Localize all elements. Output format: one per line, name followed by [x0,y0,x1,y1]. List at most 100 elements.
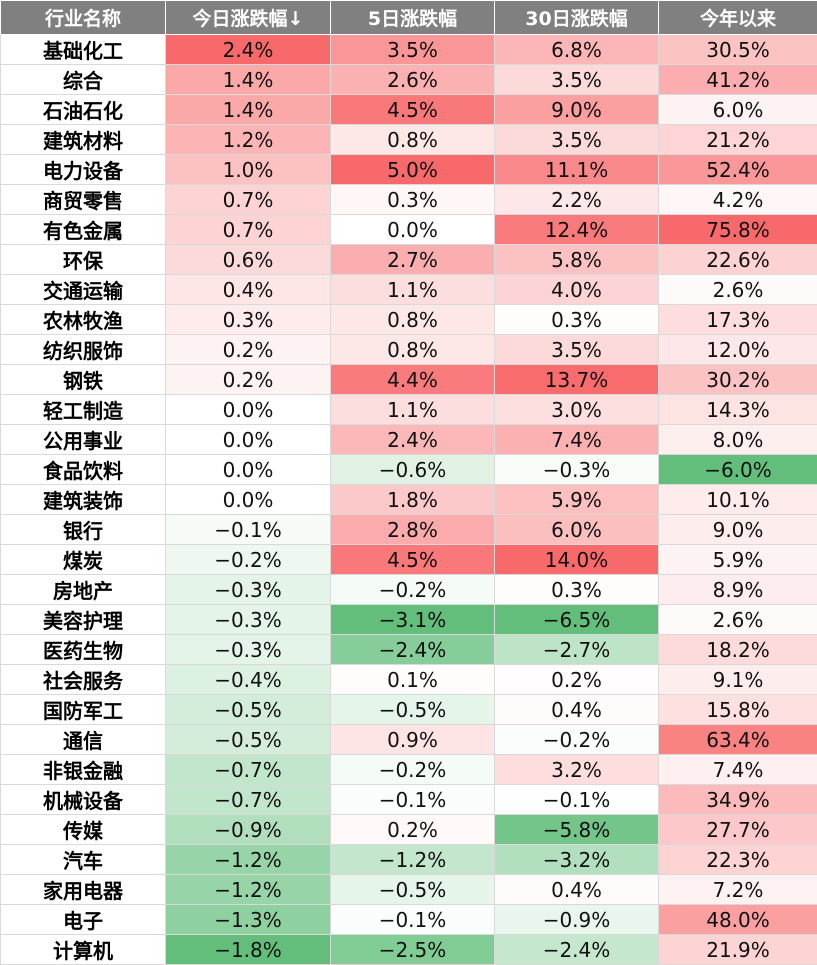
ytd-change-cell: 9.0% [659,515,817,545]
industry-name-cell: 传媒 [1,815,166,845]
5day-change-cell: 0.8% [331,305,495,335]
table-row: 通信−0.5%0.9%−0.2%63.4% [1,725,817,755]
ytd-change-cell: 27.7% [659,815,817,845]
industry-name-cell: 石油石化 [1,95,166,125]
30day-change-cell: −5.8% [495,815,659,845]
header-5day-change[interactable]: 5日涨跌幅 [331,1,495,35]
table-row: 家用电器−1.2%−0.5%0.4%7.2% [1,875,817,905]
ytd-change-cell: 4.2% [659,185,817,215]
ytd-change-cell: 2.6% [659,275,817,305]
industry-name-cell: 纺织服饰 [1,335,166,365]
30day-change-cell: 7.4% [495,425,659,455]
today-change-cell: −1.8% [166,935,331,965]
table-row: 美容护理−0.3%−3.1%−6.5%2.6% [1,605,817,635]
today-change-cell: 0.0% [166,485,331,515]
5day-change-cell: 5.0% [331,155,495,185]
today-change-cell: −0.7% [166,785,331,815]
ytd-change-cell: 8.9% [659,575,817,605]
30day-change-cell: 0.2% [495,665,659,695]
30day-change-cell: 5.8% [495,245,659,275]
30day-change-cell: −0.2% [495,725,659,755]
header-30day-change[interactable]: 30日涨跌幅 [495,1,659,35]
30day-change-cell: 9.0% [495,95,659,125]
ytd-change-cell: 2.6% [659,605,817,635]
today-change-cell: −0.1% [166,515,331,545]
table-row: 国防军工−0.5%−0.5%0.4%15.8% [1,695,817,725]
5day-change-cell: 4.5% [331,95,495,125]
today-change-cell: 0.7% [166,215,331,245]
ytd-change-cell: 6.0% [659,95,817,125]
5day-change-cell: −0.2% [331,755,495,785]
30day-change-cell: −0.3% [495,455,659,485]
5day-change-cell: −0.5% [331,695,495,725]
5day-change-cell: 2.6% [331,65,495,95]
ytd-change-cell: 7.2% [659,875,817,905]
industry-name-cell: 基础化工 [1,35,166,65]
header-industry-name[interactable]: 行业名称 [1,1,166,35]
5day-change-cell: 4.5% [331,545,495,575]
today-change-cell: −1.2% [166,875,331,905]
ytd-change-cell: 8.0% [659,425,817,455]
5day-change-cell: 0.2% [331,815,495,845]
30day-change-cell: −3.2% [495,845,659,875]
ytd-change-cell: 34.9% [659,785,817,815]
ytd-change-cell: 22.6% [659,245,817,275]
table-row: 机械设备−0.7%−0.1%−0.1%34.9% [1,785,817,815]
table-row: 医药生物−0.3%−2.4%−2.7%18.2% [1,635,817,665]
5day-change-cell: 0.3% [331,185,495,215]
industry-name-cell: 银行 [1,515,166,545]
30day-change-cell: 0.4% [495,695,659,725]
today-change-cell: −0.5% [166,695,331,725]
industry-name-cell: 环保 [1,245,166,275]
table-row: 煤炭−0.2%4.5%14.0%5.9% [1,545,817,575]
industry-name-cell: 美容护理 [1,605,166,635]
30day-change-cell: 3.0% [495,395,659,425]
today-change-cell: 0.2% [166,335,331,365]
industry-name-cell: 公用事业 [1,425,166,455]
30day-change-cell: 3.5% [495,65,659,95]
today-change-cell: 0.0% [166,395,331,425]
table-row: 电子−1.3%−0.1%−0.9%48.0% [1,905,817,935]
industry-name-cell: 建筑装饰 [1,485,166,515]
industry-name-cell: 机械设备 [1,785,166,815]
ytd-change-cell: 21.2% [659,125,817,155]
today-change-cell: −0.2% [166,545,331,575]
table-row: 银行−0.1%2.8%6.0%9.0% [1,515,817,545]
5day-change-cell: 2.4% [331,425,495,455]
industry-name-cell: 综合 [1,65,166,95]
5day-change-cell: 1.1% [331,395,495,425]
30day-change-cell: 6.8% [495,35,659,65]
industry-name-cell: 食品饮料 [1,455,166,485]
5day-change-cell: 0.0% [331,215,495,245]
5day-change-cell: −1.2% [331,845,495,875]
ytd-change-cell: 10.1% [659,485,817,515]
industry-name-cell: 建筑材料 [1,125,166,155]
30day-change-cell: −0.9% [495,905,659,935]
5day-change-cell: 0.1% [331,665,495,695]
header-row: 行业名称 今日涨跌幅↓ 5日涨跌幅 30日涨跌幅 今年以来 [1,1,817,35]
today-change-cell: 1.2% [166,125,331,155]
ytd-change-cell: 30.5% [659,35,817,65]
5day-change-cell: 0.8% [331,335,495,365]
header-ytd-change[interactable]: 今年以来 [659,1,817,35]
ytd-change-cell: 41.2% [659,65,817,95]
5day-change-cell: 3.5% [331,35,495,65]
industry-name-cell: 国防军工 [1,695,166,725]
industry-name-cell: 电力设备 [1,155,166,185]
industry-name-cell: 电子 [1,905,166,935]
ytd-change-cell: 17.3% [659,305,817,335]
30day-change-cell: 0.4% [495,875,659,905]
table-row: 汽车−1.2%−1.2%−3.2%22.3% [1,845,817,875]
today-change-cell: −0.9% [166,815,331,845]
30day-change-cell: 5.9% [495,485,659,515]
today-change-cell: 0.3% [166,305,331,335]
today-change-cell: 0.6% [166,245,331,275]
header-today-change[interactable]: 今日涨跌幅↓ [166,1,331,35]
today-change-cell: −1.3% [166,905,331,935]
